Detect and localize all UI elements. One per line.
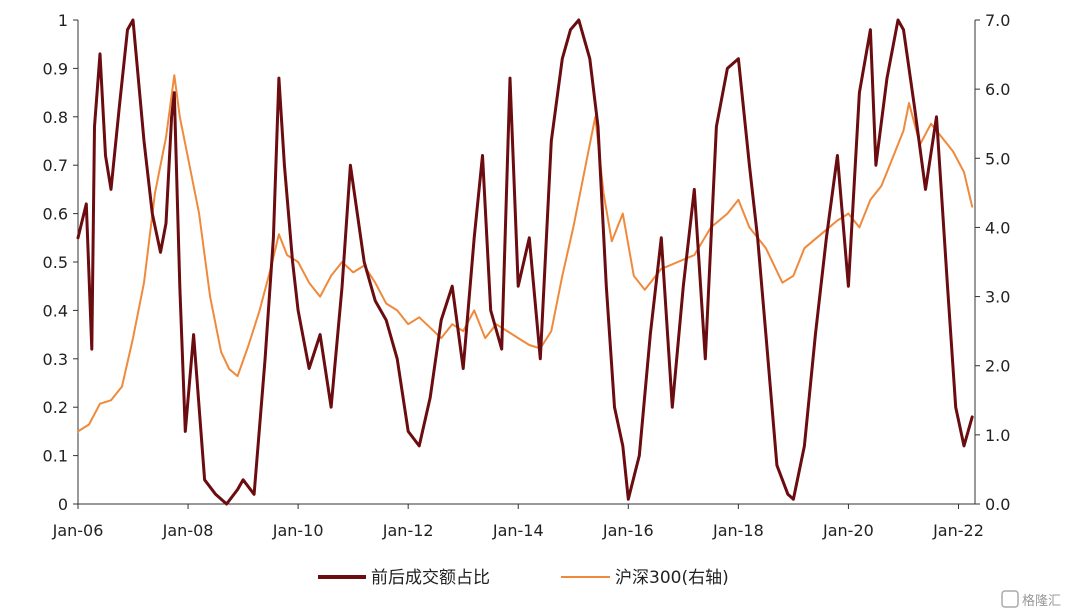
left-y-tick-label: 0.1 (43, 447, 68, 466)
left-y-tick-label: 0.2 (43, 398, 68, 417)
x-tick-label: Jan-18 (712, 521, 764, 540)
right-y-axis-ticks: 0.0 1.0 2.0 3.0 4.0 5.0 6.0 7.0 (975, 11, 1010, 514)
legend-label-series-0: 前后成交额占比 (371, 568, 490, 588)
x-axis-ticks: Jan-06 Jan-08 Jan-10 Jan-12 Jan-14 Jan-16 Jan-… (52, 504, 984, 540)
left-y-tick-label: 0.4 (43, 301, 68, 320)
right-y-tick-label: 2.0 (985, 357, 1010, 376)
x-tick-label: Jan-10 (272, 521, 324, 540)
legend-label-series-1: 沪深300(右轴) (615, 568, 729, 588)
left-y-tick-label: 0.8 (43, 108, 68, 127)
watermark-logo-icon (1001, 590, 1019, 608)
legend: 前后成交额占比 沪深300(右轴) (318, 568, 729, 588)
left-y-axis-ticks: 0 0.1 0.2 0.3 0.4 0.5 0.6 0.7 0.8 0.9 1 (43, 11, 78, 514)
series-line-1 (77, 74, 974, 433)
x-tick-label: Jan-06 (52, 521, 104, 540)
watermark: 格隆汇 (1001, 590, 1061, 609)
left-y-tick-label: 0.3 (43, 350, 68, 369)
left-y-tick-label: 0 (58, 495, 68, 514)
left-y-tick-label: 0.7 (43, 156, 68, 175)
x-tick-label: Jan-12 (382, 521, 434, 540)
left-y-tick-label: 0.5 (43, 253, 68, 272)
left-y-tick-label: 1 (58, 11, 68, 30)
x-tick-label: Jan-22 (932, 521, 984, 540)
right-y-tick-label: 3.0 (985, 288, 1010, 307)
left-y-tick-label: 0.9 (43, 59, 68, 78)
x-tick-label: Jan-16 (602, 521, 654, 540)
right-y-tick-label: 1.0 (985, 426, 1010, 445)
watermark-text: 格隆汇 (1022, 593, 1061, 609)
x-tick-label: Jan-08 (162, 521, 214, 540)
right-y-tick-label: 5.0 (985, 149, 1010, 168)
right-y-tick-label: 6.0 (985, 80, 1010, 99)
x-tick-label: Jan-20 (822, 521, 874, 540)
left-y-tick-label: 0.6 (43, 205, 68, 224)
right-y-tick-label: 4.0 (985, 218, 1010, 237)
axes (77, 20, 976, 505)
x-tick-label: Jan-14 (492, 521, 544, 540)
right-y-tick-label: 0.0 (985, 495, 1010, 514)
series-lines (76, 18, 974, 506)
series-line-0 (76, 18, 974, 506)
right-y-tick-label: 7.0 (985, 11, 1010, 30)
